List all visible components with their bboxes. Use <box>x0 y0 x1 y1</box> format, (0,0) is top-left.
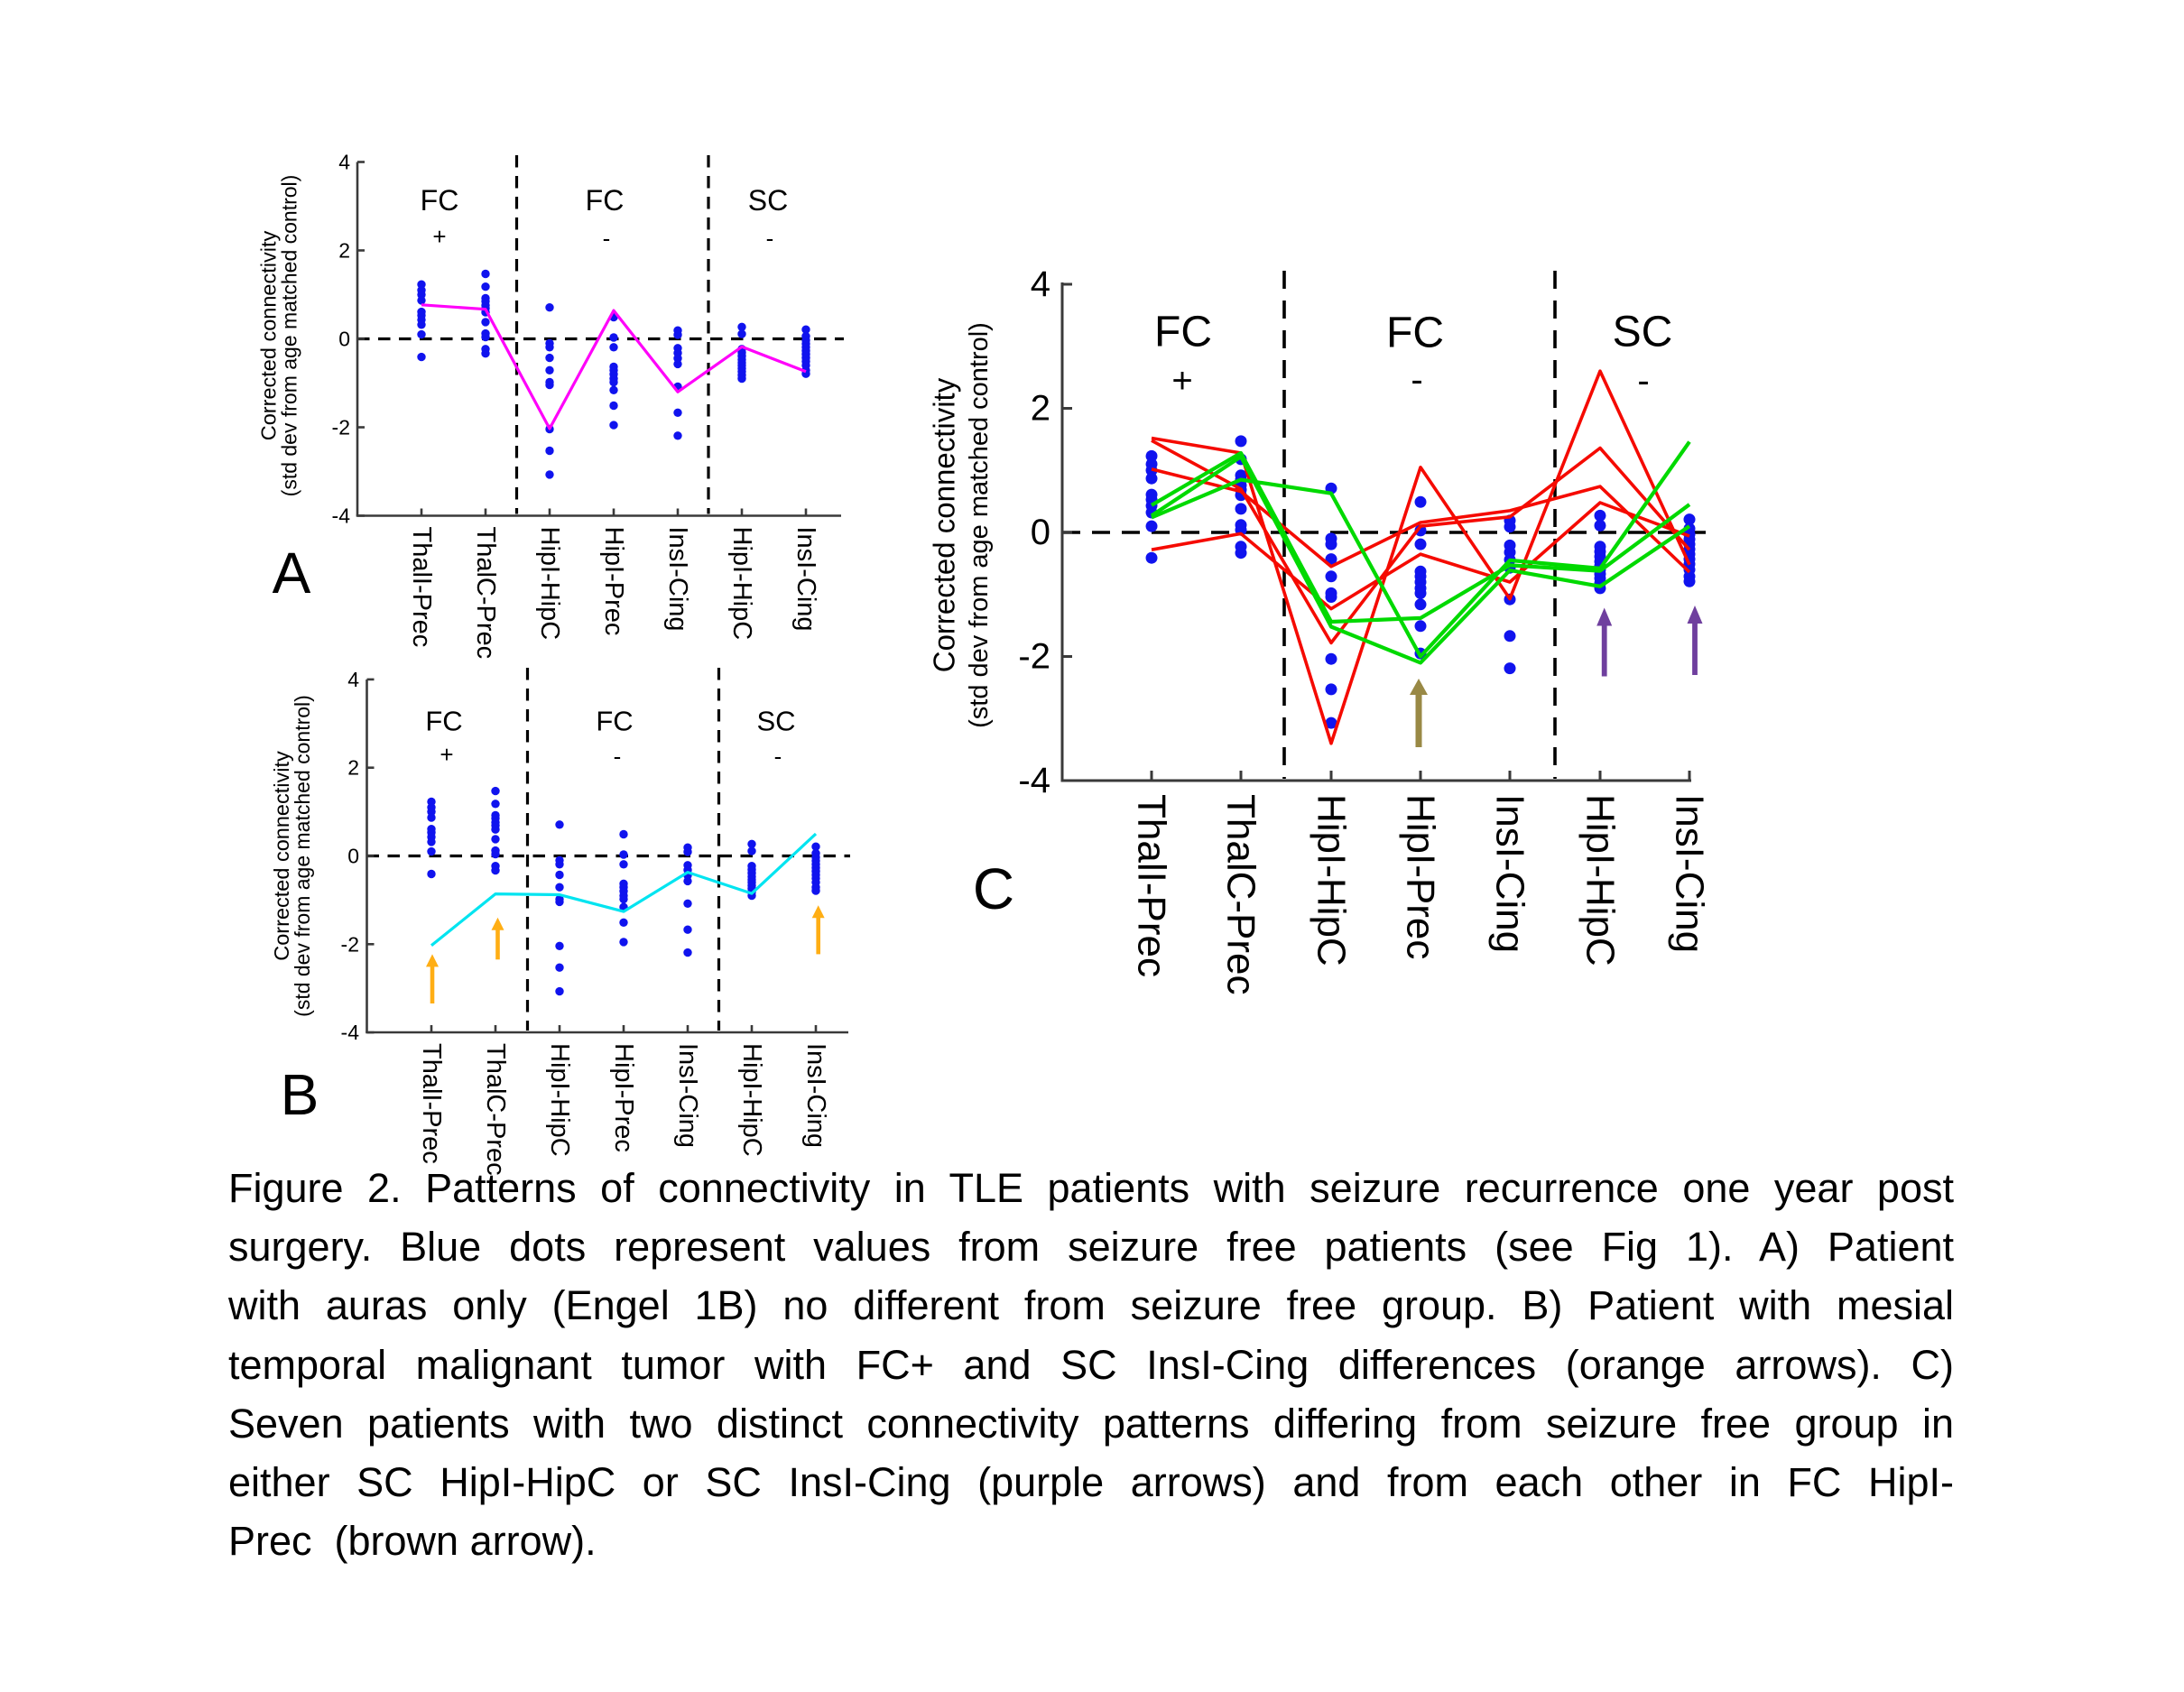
svg-text:2: 2 <box>1031 389 1050 429</box>
svg-text:(std dev from age matched cont: (std dev from age matched control) <box>965 322 994 728</box>
svg-text:FC: FC <box>596 706 633 737</box>
svg-text:ThalC-Prec: ThalC-Prec <box>1219 794 1263 995</box>
svg-text:-4: -4 <box>341 1021 360 1044</box>
svg-text:FC: FC <box>1154 309 1212 356</box>
svg-text:HipI-HipC: HipI-HipC <box>545 1043 574 1157</box>
svg-text:InsI-Cing: InsI-Cing <box>663 527 692 632</box>
svg-text:ThalC-Prec: ThalC-Prec <box>481 1043 510 1176</box>
svg-text:0: 0 <box>1031 513 1050 552</box>
svg-text:-2: -2 <box>332 416 350 439</box>
svg-text:0: 0 <box>338 328 350 351</box>
svg-text:+: + <box>432 223 446 250</box>
svg-text:-4: -4 <box>1018 761 1050 800</box>
svg-text:FC: FC <box>1386 310 1444 357</box>
svg-text:ThalC-Prec: ThalC-Prec <box>471 527 500 660</box>
svg-text:2: 2 <box>338 239 350 263</box>
svg-text:InsI-Cing: InsI-Cing <box>791 527 820 632</box>
svg-text:FC: FC <box>425 706 462 737</box>
svg-text:HipI-Prec: HipI-Prec <box>599 527 628 636</box>
svg-text:+: + <box>440 741 453 768</box>
svg-text:ThalI-Prec: ThalI-Prec <box>1130 794 1174 977</box>
svg-text:4: 4 <box>338 151 350 174</box>
svg-text:-: - <box>603 225 611 252</box>
svg-text:-: - <box>1637 361 1649 401</box>
svg-text:InsI-Cing: InsI-Cing <box>801 1043 830 1148</box>
svg-text:FC: FC <box>421 184 459 217</box>
svg-text:InsI-Cing: InsI-Cing <box>673 1043 702 1148</box>
svg-text:C: C <box>973 856 1014 921</box>
svg-text:InsI-Cing: InsI-Cing <box>1488 794 1532 953</box>
svg-text:-4: -4 <box>332 504 351 528</box>
svg-text:-: - <box>774 743 782 770</box>
svg-text:Corrected connectivity: Corrected connectivity <box>257 231 281 441</box>
svg-text:0: 0 <box>347 845 359 868</box>
svg-text:A: A <box>273 541 311 606</box>
svg-text:Corrected connectivity: Corrected connectivity <box>270 751 293 961</box>
svg-text:2: 2 <box>347 756 359 780</box>
svg-text:(std dev from age matched cont: (std dev from age matched control) <box>291 695 314 1017</box>
svg-text:HipI-HipC: HipI-HipC <box>727 527 756 641</box>
svg-text:-2: -2 <box>1018 637 1050 677</box>
svg-text:(std dev from age matched cont: (std dev from age matched control) <box>278 175 301 497</box>
svg-text:HipI-HipC: HipI-HipC <box>1309 794 1354 966</box>
svg-text:-2: -2 <box>341 932 359 956</box>
svg-text:ThalI-Prec: ThalI-Prec <box>407 527 436 648</box>
svg-text:HipI-Prec: HipI-Prec <box>609 1043 638 1152</box>
svg-text:4: 4 <box>347 668 359 691</box>
svg-text:SC: SC <box>1613 309 1673 356</box>
svg-text:InsI-Cing: InsI-Cing <box>1668 794 1712 953</box>
svg-text:HipI-Prec: HipI-Prec <box>1399 794 1443 959</box>
svg-text:HipI-HipC: HipI-HipC <box>535 527 564 641</box>
svg-text:SC: SC <box>756 706 795 737</box>
svg-text:FC: FC <box>586 184 625 217</box>
svg-text:SC: SC <box>748 184 788 217</box>
svg-text:-: - <box>1411 360 1422 400</box>
svg-text:HipI-HipC: HipI-HipC <box>1578 794 1623 966</box>
svg-text:+: + <box>1171 361 1192 401</box>
svg-text:-: - <box>766 225 774 252</box>
svg-text:HipI-HipC: HipI-HipC <box>737 1043 766 1157</box>
svg-text:B: B <box>281 1062 319 1127</box>
svg-text:ThalI-Prec: ThalI-Prec <box>417 1043 446 1164</box>
svg-text:-: - <box>614 743 622 770</box>
svg-text:Corrected connectivity: Corrected connectivity <box>928 377 961 672</box>
svg-text:4: 4 <box>1031 264 1050 304</box>
